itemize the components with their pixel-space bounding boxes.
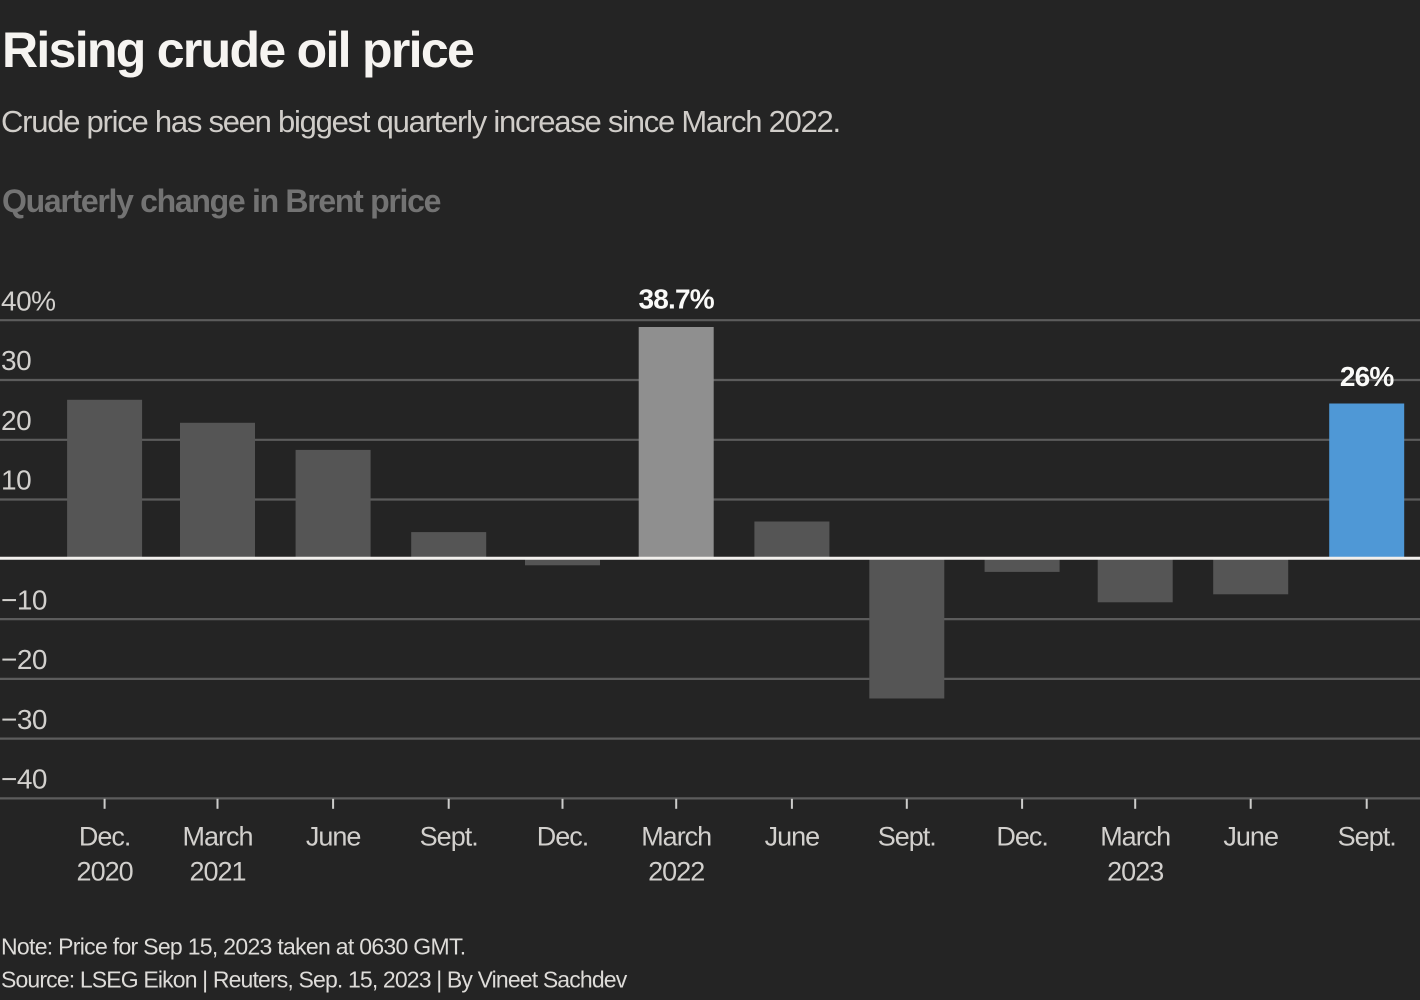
svg-text:−20: −20 [1,644,47,675]
svg-text:June: June [306,822,361,852]
svg-text:June: June [765,822,820,852]
svg-text:38.7%: 38.7% [638,284,714,315]
svg-text:2021: 2021 [189,856,245,886]
svg-text:40%: 40% [1,285,56,316]
svg-text:−30: −30 [1,704,47,735]
svg-text:March: March [1100,822,1170,852]
svg-text:−40: −40 [1,764,47,795]
svg-text:Quarterly change in Brent pric: Quarterly change in Brent price [2,183,441,219]
svg-text:Sept.: Sept. [1338,822,1396,852]
svg-text:Sept.: Sept. [420,822,478,852]
svg-text:Source: LSEG Eikon | Reuters,: Source: LSEG Eikon | Reuters, Sep. 15, 2… [1,967,628,993]
svg-text:26%: 26% [1340,361,1395,392]
svg-text:30: 30 [1,345,31,376]
svg-text:Dec.: Dec. [996,822,1048,852]
svg-text:Dec.: Dec. [537,822,589,852]
svg-text:June: June [1223,822,1278,852]
svg-text:Dec.: Dec. [79,822,131,852]
svg-text:2020: 2020 [77,856,133,886]
svg-text:Crude price has seen biggest q: Crude price has seen biggest quarterly i… [1,104,840,139]
svg-text:Note: Price for Sep 15, 2023 t: Note: Price for Sep 15, 2023 taken at 06… [1,934,465,960]
svg-text:Rising crude oil price: Rising crude oil price [2,22,474,78]
svg-text:2023: 2023 [1107,856,1163,886]
svg-text:March: March [641,822,711,852]
svg-text:10: 10 [1,465,31,496]
svg-text:20: 20 [1,405,31,436]
svg-text:March: March [182,822,252,852]
svg-text:Sept.: Sept. [878,822,936,852]
svg-text:−10: −10 [1,584,47,615]
svg-text:2022: 2022 [648,856,704,886]
